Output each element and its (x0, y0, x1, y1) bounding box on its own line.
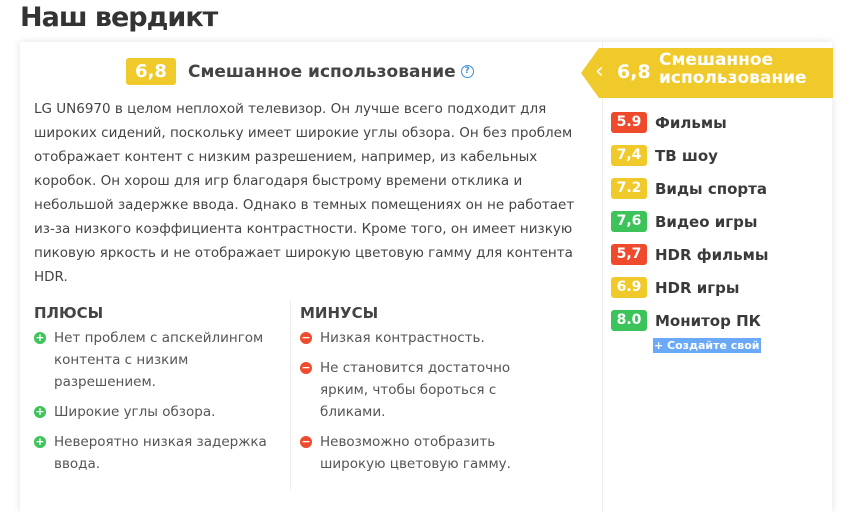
rating-badge: 7,6 (611, 211, 647, 232)
cons-item: − Низкая контрастность. (300, 327, 555, 349)
verdict-main: 6,8 Смешанное использование ? LG UN6970 … (20, 42, 602, 512)
rating-label: ТВ шоу (655, 146, 718, 165)
minus-circle-icon: − (300, 435, 312, 448)
pros-item: + Невероятно низкая задержка ввода. (34, 431, 289, 475)
banner-score: 6,8 (617, 61, 651, 83)
plus-circle-icon: + (34, 435, 46, 448)
minus-circle-icon: − (300, 331, 312, 344)
rating-row[interactable]: 8.0 Монитор ПК (611, 304, 768, 337)
rating-label: HDR игры (655, 278, 740, 297)
rating-badge: 6.9 (611, 277, 647, 298)
pros-text: Нет проблем с апскейлингом контента с ни… (54, 330, 264, 390)
rating-row[interactable]: 7,6 Видео игры (611, 205, 768, 238)
pros-text: Широкие углы обзора. (54, 404, 216, 420)
cons-heading: МИНУСЫ (300, 304, 379, 322)
divider (290, 300, 291, 490)
pros-heading: ПЛЮСЫ (34, 304, 104, 322)
cons-section: МИНУСЫ − Низкая контрастность. − Не станови… (300, 304, 555, 483)
rating-label: Фильмы (655, 113, 727, 132)
verdict-description: LG UN6970 в целом неплохой телевизор. Он… (34, 101, 575, 285)
rating-badge: 7.2 (611, 178, 647, 199)
rating-badge: 5,7 (611, 244, 647, 265)
pros-item: + Нет проблем с апскейлингом контента с н… (34, 327, 289, 393)
rating-label: Видео игры (655, 212, 758, 231)
pros-item: + Широкие углы обзора. (34, 401, 289, 423)
pros-section: ПЛЮСЫ + Нет проблем с апскейлингом контен… (34, 304, 289, 483)
page-title: Наш вердикт (20, 2, 218, 33)
rating-label: HDR фильмы (655, 245, 769, 264)
cons-text: Невозможно отобразить широкую цветовую г… (320, 434, 511, 472)
rating-row[interactable]: 6.9 HDR игры (611, 271, 768, 304)
minus-circle-icon: − (300, 361, 312, 374)
cons-text: Не становится достаточно ярким, чтобы бо… (320, 360, 511, 420)
plus-circle-icon: + (34, 405, 46, 418)
rating-badge: 7,4 (611, 145, 647, 166)
rating-row[interactable]: 5.9 Фильмы (611, 106, 768, 139)
cons-item: − Не становится достаточно ярким, чтобы б… (300, 357, 555, 423)
cons-text: Низкая контрастность. (320, 330, 485, 346)
rating-row[interactable]: 5,7 HDR фильмы (611, 238, 768, 271)
usage-label: Смешанное использование (188, 61, 456, 82)
rating-row[interactable]: 7.2 Виды спорта (611, 172, 768, 205)
usage-header: 6,8 Смешанное использование ? (126, 58, 474, 85)
rating-label: Монитор ПК (655, 311, 761, 330)
create-your-own-link[interactable]: + Создайте свой (653, 338, 761, 353)
rating-badge: 8.0 (611, 310, 647, 331)
rating-badge: 5.9 (611, 112, 647, 133)
pros-text: Невероятно низкая задержка ввода. (54, 434, 267, 472)
verdict-card: 6,8 Смешанное использование ? LG UN6970 … (20, 42, 833, 512)
question-circle-icon[interactable]: ? (460, 65, 474, 78)
cons-item: − Невозможно отобразить широкую цветовую … (300, 431, 555, 475)
plus-circle-icon: + (34, 331, 46, 344)
usage-banner[interactable]: ‹ 6,8 Смешанное использование (581, 48, 833, 98)
usage-sidebar: ‹ 6,8 Смешанное использование 5.9 Фильмы 7… (581, 42, 833, 512)
banner-label: Смешанное использование (659, 50, 807, 88)
chevron-left-icon[interactable]: ‹ (595, 59, 604, 84)
rating-label: Виды спорта (655, 179, 767, 198)
rating-row[interactable]: 7,4 ТВ шоу (611, 139, 768, 172)
usage-score-badge: 6,8 (126, 58, 176, 85)
